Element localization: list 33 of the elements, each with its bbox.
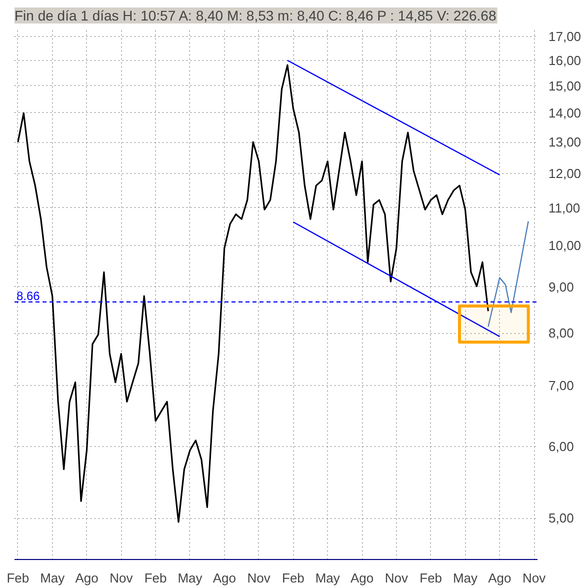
y-tick-label: 15,00: [548, 78, 582, 94]
x-tick-label: May: [178, 570, 203, 586]
x-tick-label: Ago: [75, 570, 98, 586]
x-tick-label: May: [452, 570, 478, 586]
x-tick-label: Nov: [384, 570, 408, 586]
y-tick-label: 5,00: [548, 510, 574, 526]
x-tick-label: Feb: [6, 570, 30, 586]
y-tick-label: 8,00: [548, 326, 574, 341]
y-tick-label: 9,00: [548, 279, 574, 294]
x-tick-label: Nov: [247, 570, 271, 586]
x-tick-label: Ago: [212, 570, 236, 586]
y-tick-label: 16,00: [548, 52, 582, 68]
ref-line-label: 8.66: [16, 288, 40, 303]
x-tick-label: Ago: [350, 570, 374, 586]
x-tick-label: Nov: [110, 570, 134, 586]
y-tick-label: 11,00: [548, 200, 580, 216]
x-tick-label: May: [40, 570, 66, 586]
y-tick-label: 6,00: [548, 438, 574, 454]
x-tick-label: Ago: [488, 570, 512, 586]
x-tick-label: Nov: [522, 570, 546, 586]
line-series: [17, 64, 489, 523]
x-tick-label: Feb: [420, 570, 442, 586]
line-series: [488, 220, 529, 328]
y-tick-label: 10,00: [548, 238, 582, 253]
y-tick-label: 14,00: [548, 105, 582, 120]
y-tick-label: 13,00: [548, 134, 582, 150]
x-tick-label: Feb: [282, 570, 304, 586]
y-tick-label: 12,00: [548, 166, 582, 182]
x-tick-label: May: [315, 570, 340, 586]
y-tick-label: 17,00: [548, 29, 582, 44]
chart-title: Fin de día 1 días H: 10:57 A: 8,40 M: 8,53 m: 8,40 C: 8,46 P : 14,85 V: 226.68: [14, 8, 496, 24]
y-tick-label: 7,00: [548, 378, 574, 394]
x-tick-label: Feb: [144, 570, 167, 586]
